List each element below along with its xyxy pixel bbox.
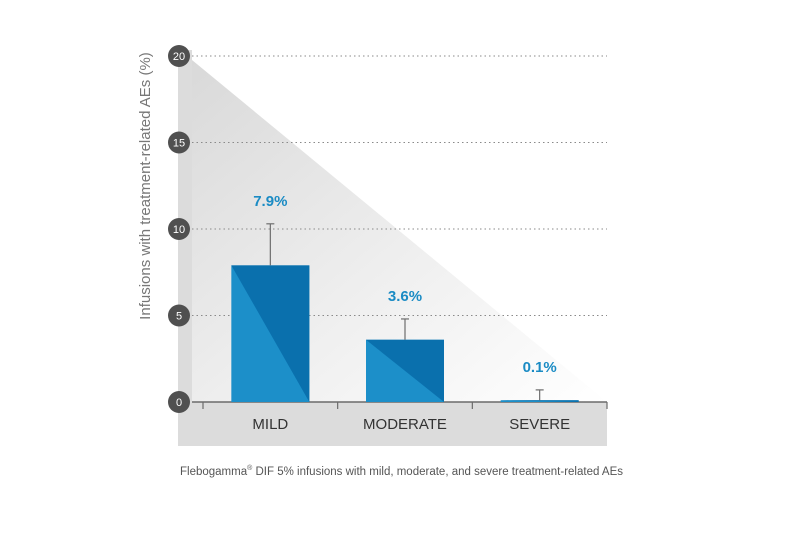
y-tick-marker	[168, 218, 190, 240]
y-tick-label: 5	[176, 311, 182, 323]
value-label: 7.9%	[253, 193, 287, 210]
y-tick-label: 10	[173, 224, 185, 236]
value-label: 0.1%	[523, 359, 557, 376]
bar-facet	[366, 339, 444, 402]
y-axis-label: Infusions with treatment-related AEs (%)	[137, 52, 154, 320]
bar-facet	[231, 265, 310, 402]
y-tick-label: 0	[176, 397, 182, 409]
y-tick-marker	[168, 304, 190, 327]
y-tick-marker	[168, 45, 190, 67]
y-tick-label: 15	[173, 138, 185, 150]
caption-text: DIF 5% infusions with mild, moderate, an…	[252, 465, 624, 478]
y-tick-marker	[168, 131, 190, 154]
caption-brand: Flebogamma	[180, 465, 248, 478]
category-label: MODERATE	[363, 416, 447, 433]
value-label: 3.6%	[388, 288, 422, 305]
bar-facet	[500, 400, 579, 402]
y-tick-marker	[168, 391, 190, 413]
registered-mark: ®	[247, 465, 253, 472]
y-tick-label: 20	[173, 51, 185, 63]
category-label: MILD	[252, 416, 288, 433]
category-label: SEVERE	[509, 416, 570, 433]
chart-caption: Flebogamma® DIF 5% infusions with mild, …	[180, 465, 740, 478]
